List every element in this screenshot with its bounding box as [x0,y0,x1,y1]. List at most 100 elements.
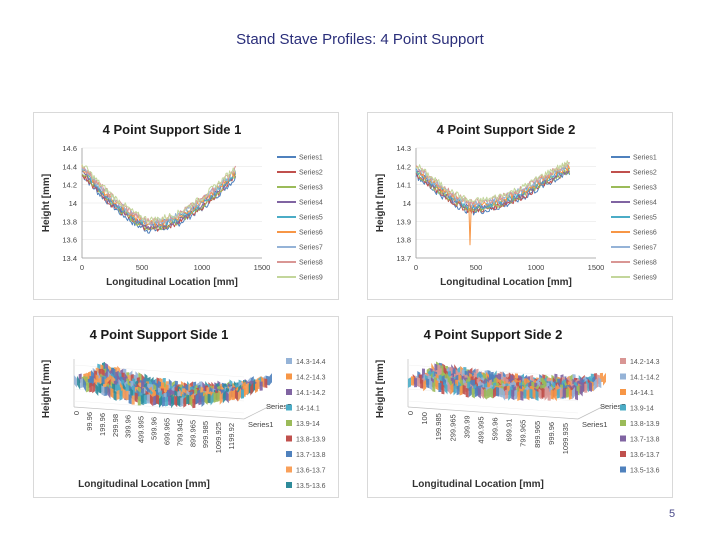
y-axis-title: Height [mm] [41,360,52,418]
surface-facet [420,379,424,389]
series-line-series8 [415,161,570,207]
surface-facet [110,387,114,399]
legend-label: Series6 [633,230,657,237]
surface-facet [480,386,484,400]
legend-swatch [620,451,626,457]
surface-facet [426,378,430,389]
surface-facet [541,387,545,398]
x-tick-label: 1199.92 [227,423,236,450]
surface-facet [74,375,77,388]
legend-label: Series2 [299,170,323,177]
x-tick-label: 999.985 [201,421,210,448]
surface-facet [447,381,451,395]
y-tick-label: 13.9 [396,217,411,226]
legend-label: Series9 [299,275,323,282]
legend-label: 13.9-14 [630,406,654,413]
surface-facet [438,383,442,392]
surface-facet [559,387,563,400]
legend-label: 14-14.1 [296,406,320,413]
surface-facet [128,394,132,405]
legend-label: 14.1-14.2 [296,390,326,397]
series-line-series5 [81,168,236,228]
series-line-series2 [415,170,570,214]
chart-panel-side2-surface: 4 Point Support Side 2 0 100 199.985 299.965… [367,316,673,498]
x-tick-label: 299.965 [448,414,457,441]
surface-facet [532,388,536,400]
legend-swatch [286,420,292,426]
surface-facet [241,389,244,399]
surface-facet [201,395,205,407]
x-tick-label: 199.96 [98,413,107,436]
legend-label: 14-14.1 [630,390,654,397]
surface-facet [444,381,448,395]
surface-facet [550,389,554,400]
surface-facet [499,387,503,398]
legend-label: 13.6-13.7 [296,468,326,475]
legend-label: Series9 [633,275,657,282]
chart-title: 4 Point Support Side 2 [437,122,576,137]
x-axis [407,406,579,420]
legend-swatch [286,435,292,442]
surface-facet [529,388,533,399]
surface-facet [107,385,111,399]
surface-chart-side2: 4 Point Support Side 2 0 100 199.985 299.965… [375,327,660,490]
surface-facet [86,382,90,393]
legend-label: 13.7-13.8 [296,452,326,459]
surface-facet [192,398,196,409]
surface-facet [471,387,475,399]
series-line-series9 [81,163,236,223]
surface-facet [149,394,153,407]
surface-facet [465,387,469,398]
surface-facet [186,394,190,405]
slide-title: Stand Stave Profiles: 4 Point Support [236,31,484,48]
legend-label: Series7 [633,245,657,252]
y-axis-title: Height [mm] [41,174,52,232]
legend-label: 13.5-13.6 [630,468,660,475]
surface-facet [264,378,268,389]
surface-facet [210,392,214,406]
legend-label: 13.8-13.9 [630,421,660,428]
legend-swatch [620,373,626,380]
surface-facet [116,389,120,400]
surface-facet [486,388,490,399]
surface-facet [547,391,551,401]
line-chart-side2: 4 Point Support Side 2 13.7 13.8 13.9 14 14.1… [375,122,657,288]
x-tick-label: 699.965 [162,418,171,445]
surface-facet [535,390,539,401]
legend-swatch [286,482,292,488]
depth-tick-label: Series7 [600,402,625,411]
legend-swatch [620,389,626,395]
surface-facet [502,387,506,401]
legend-label: 14.3-14.4 [296,359,326,366]
legend-label: Series5 [633,215,657,222]
x-tick-label: 0 [406,411,415,415]
chart-title: 4 Point Support Side 1 [90,327,229,342]
surface-facet [80,378,84,389]
legend-label: Series1 [633,155,657,162]
y-tick-label: 13.8 [396,236,411,245]
surface-facet [474,386,478,398]
legend-label: 14.2-14.3 [296,375,326,382]
legend-label: Series2 [633,170,657,177]
surface-facet [207,393,211,404]
depth-tick-label: Series1 [248,420,273,429]
surface-facet [180,396,184,407]
legend-swatch [286,466,292,473]
surface-facet [77,375,81,390]
surface-facet [134,392,138,403]
chart-panel-side1-line: 4 Point Support Side 1 13.4 13.6 13.8 14 14.2… [33,112,339,300]
surface-facet [429,379,433,391]
surface-facet [216,392,220,402]
x-tick-label: 499.995 [137,416,146,443]
surface-facet [101,385,105,397]
surface-facet [234,388,238,402]
y-tick-label: 14 [69,199,77,208]
surface-facet [143,394,147,405]
surface-facet [456,385,460,396]
legend-label: Series6 [299,230,323,237]
surface-facet [575,390,578,401]
x-tick-label: 599.96 [150,417,159,440]
legend-swatch [286,389,292,395]
x-tick-label: 500 [470,263,483,272]
surface-facet [496,386,500,397]
